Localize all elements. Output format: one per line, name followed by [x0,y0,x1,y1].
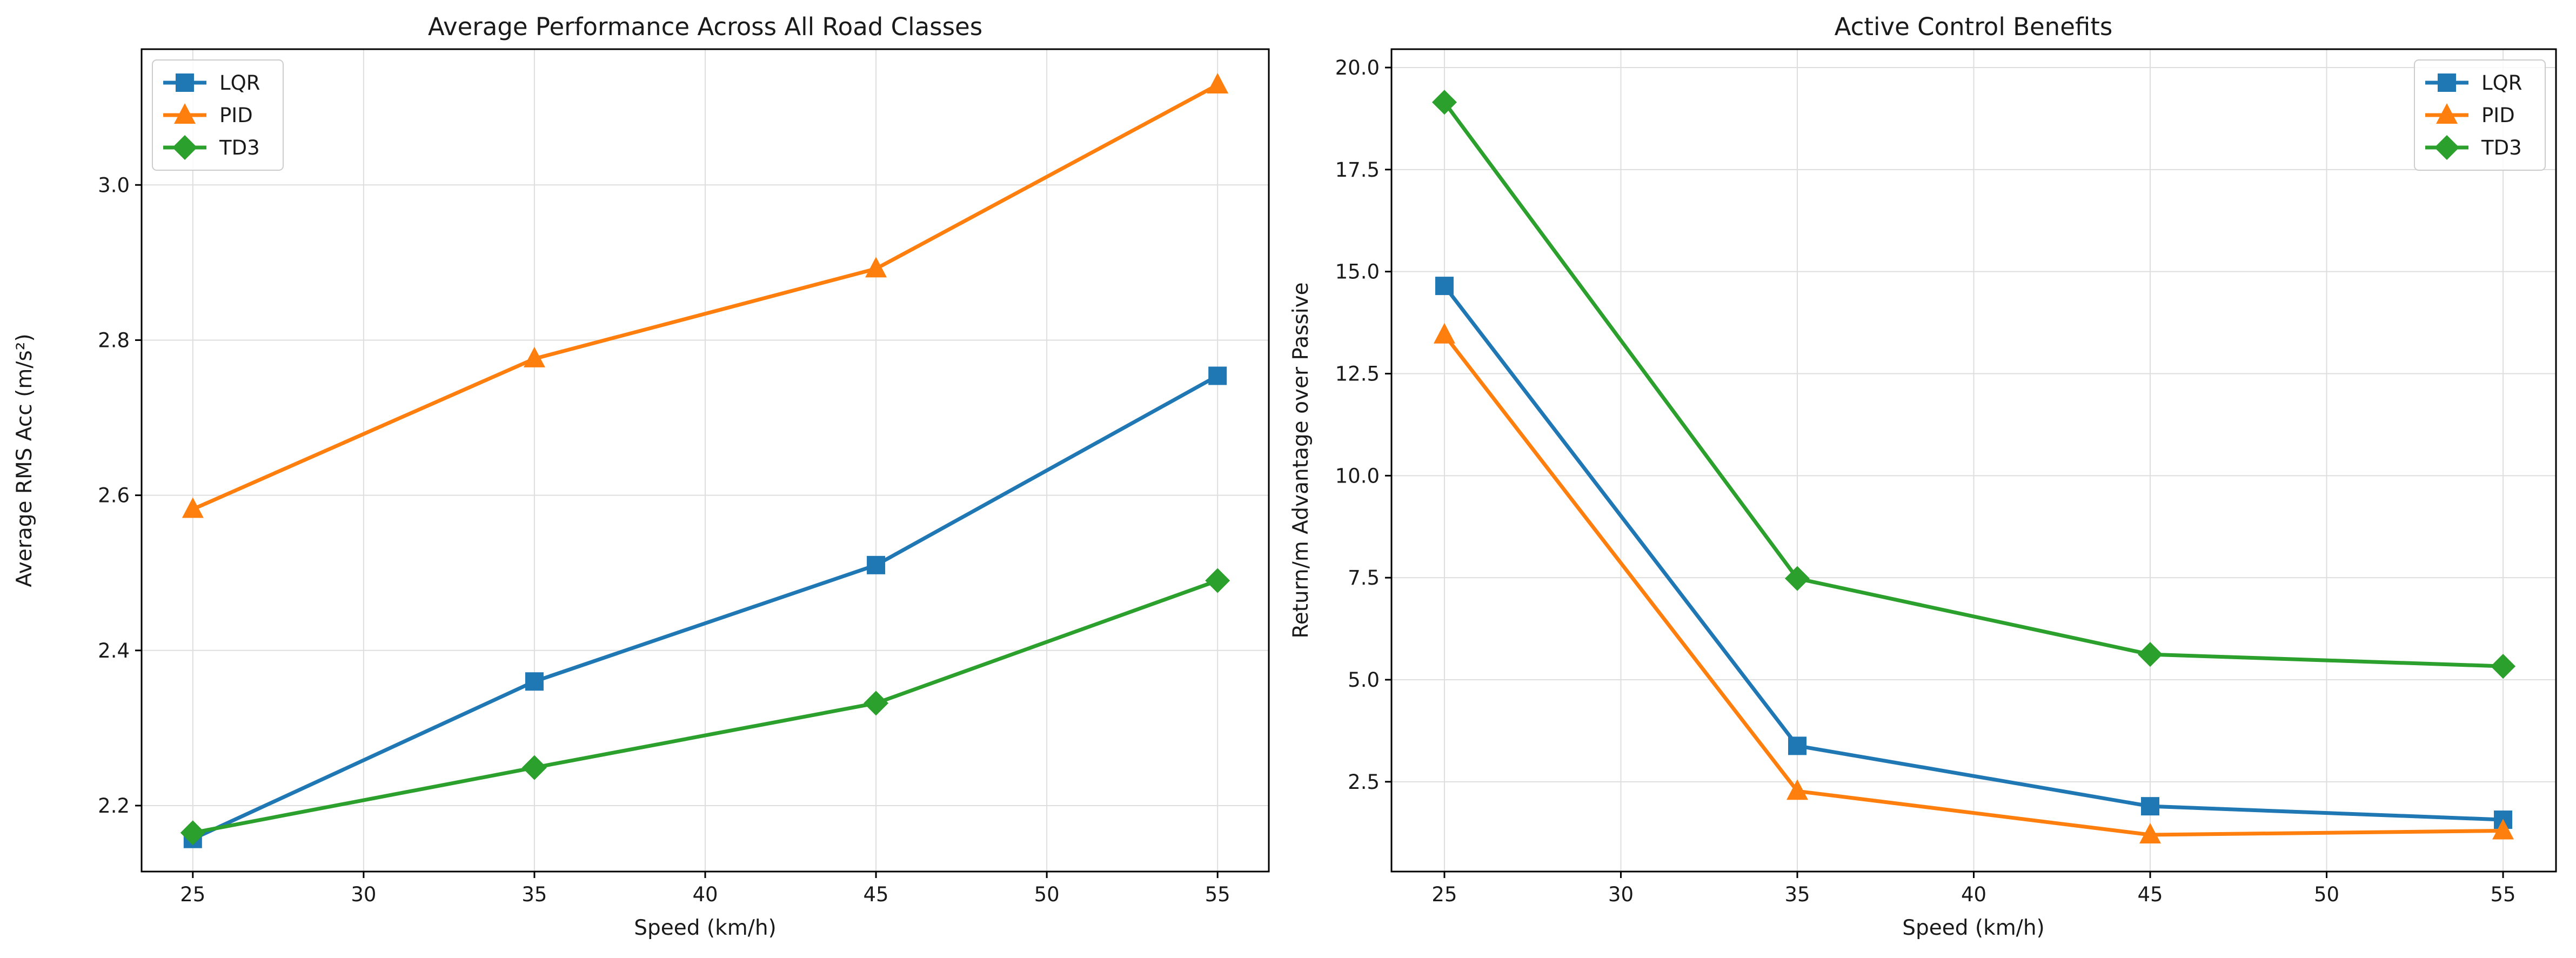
y-tick-label: 2.5 [1348,771,1380,794]
x-tick-label: 50 [1034,883,1060,906]
legend-marker [2436,103,2458,124]
legend-label: PID [2481,104,2515,127]
series-line [1442,333,2505,837]
y-tick-label: 7.5 [1348,566,1380,589]
chart-title: Average Performance Across All Road Clas… [428,12,982,41]
y-tick-label: 17.5 [1335,158,1380,182]
data-point [2492,819,2514,840]
legend-label: LQR [2481,71,2522,95]
x-tick-label: 45 [2137,883,2163,906]
data-point [1431,90,1457,115]
data-point [865,257,887,278]
data-point [2138,642,2163,667]
y-axis-label: Average RMS Acc (m/s²) [12,333,37,587]
x-tick-label: 55 [1205,883,1230,906]
data-point [525,672,544,691]
data-point [1207,73,1229,94]
y-tick-label: 20.0 [1335,56,1380,79]
data-point [523,346,545,367]
series-line [191,83,1220,511]
series-line [1442,100,2505,668]
data-point [867,555,886,574]
x-tick-label: 40 [1961,883,1986,906]
y-tick-label: 3.0 [98,173,130,197]
data-point [1205,568,1230,593]
y-tick-label: 2.2 [98,794,130,818]
data-point [1788,736,1806,755]
chart-title: Active Control Benefits [1835,12,2113,41]
legend-item-pid: PID [163,103,253,127]
legend-marker [2434,135,2459,160]
series-line [191,373,1220,841]
data-point [1208,366,1227,385]
data-point [180,820,205,846]
chart-average-performance: Average Performance Across All Road Clas… [12,12,1270,940]
legend-item-td3: TD3 [2425,135,2522,160]
x-tick-label: 55 [2490,883,2515,906]
y-tick-label: 2.8 [98,329,130,352]
y-tick-label: 2.4 [98,639,130,662]
legend: LQR PID TD3 [2414,59,2546,171]
legend-marker [174,103,196,124]
legend-item-pid: PID [2425,103,2515,127]
legend-label: PID [219,104,253,127]
chart-active-control-benefits: Active Control Benefits Speed (km/h) Ret… [1289,12,2557,940]
y-tick-label: 10.0 [1335,464,1380,487]
data-point [2139,823,2162,844]
series-line [191,579,1220,835]
data-point [864,691,889,716]
data-point [182,497,204,518]
x-tick-label: 25 [180,883,205,906]
data-point [521,755,547,780]
x-axis-label: Speed (km/h) [634,916,777,940]
legend-marker [2438,73,2456,92]
data-point [1435,277,1454,296]
y-tick-label: 5.0 [1348,668,1380,692]
series-pid [182,73,1229,518]
y-tick-label: 2.6 [98,484,130,507]
legend-label: TD3 [2481,136,2522,159]
series-td3 [1431,90,2516,679]
grid [142,49,1269,872]
series-pid [1433,323,2514,844]
data-point [1433,323,1455,344]
legend: LQR PID TD3 [152,59,284,171]
x-tick-label: 30 [1608,883,1634,906]
data-point [1784,566,1810,591]
x-tick-label: 35 [1784,883,1810,906]
x-tick-label: 30 [351,883,376,906]
grid [1391,49,2556,872]
series-line [1442,284,2505,822]
data-point [1786,779,1808,800]
data-point [2141,797,2160,816]
x-tick-label: 50 [2314,883,2339,906]
legend-label: LQR [219,71,260,95]
x-tick-label: 35 [521,883,547,906]
legend-marker [172,135,197,160]
y-axis-label: Return/m Advantage over Passive [1289,282,1313,638]
x-tick-label: 40 [692,883,718,906]
y-tick-label: 15.0 [1335,260,1380,284]
x-axis-label: Speed (km/h) [1902,916,2045,940]
x-tick-label: 25 [1431,883,1457,906]
series-td3 [180,568,1230,846]
y-tick-label: 12.5 [1335,362,1380,385]
data-point [2491,654,2516,679]
legend-label: TD3 [219,136,260,159]
legend-item-lqr: LQR [2425,71,2522,95]
legend-marker [176,73,194,92]
legend-item-lqr: LQR [163,71,260,95]
x-tick-label: 45 [864,883,889,906]
legend-item-td3: TD3 [163,135,260,160]
